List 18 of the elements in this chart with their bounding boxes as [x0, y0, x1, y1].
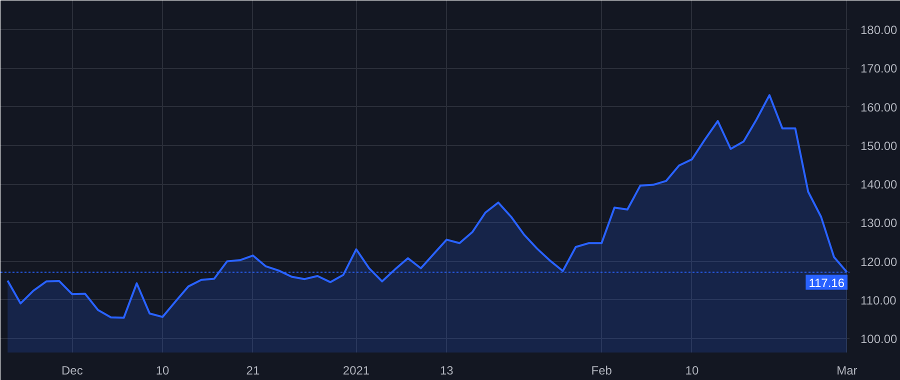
x-tick-label: 10	[156, 364, 170, 378]
x-tick-label: 2021	[342, 364, 370, 378]
x-tick-label: Dec	[61, 364, 83, 378]
y-tick-label: 180.00	[860, 22, 898, 37]
x-tick-label: Mar	[836, 364, 858, 378]
ref-line-label: 117.16	[808, 276, 845, 290]
y-tick-label: 140.00	[860, 178, 898, 192]
x-tick-label: 21	[246, 364, 260, 378]
y-tick-label: 170.00	[860, 62, 898, 76]
y-tick-label: 120.00	[860, 254, 898, 269]
y-tick-label: 130.00	[860, 216, 898, 230]
y-tick-label: 150.00	[860, 138, 898, 153]
y-tick-label: 160.00	[860, 100, 898, 114]
x-tick-label: Feb	[591, 364, 612, 378]
y-tick-label: 100.00	[860, 332, 898, 346]
x-tick-label: 10	[685, 364, 699, 378]
x-tick-label: 13	[440, 364, 454, 378]
y-tick-label: 110.00	[860, 293, 897, 308]
